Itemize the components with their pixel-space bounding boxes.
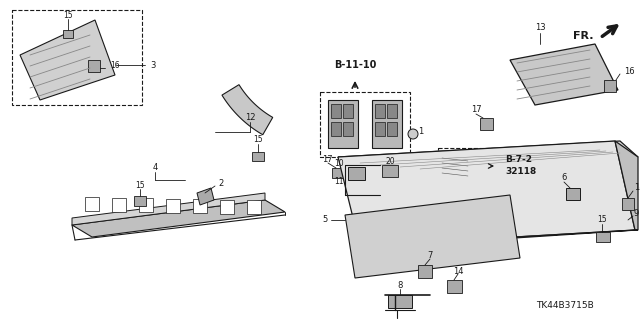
Polygon shape [604,80,616,92]
Polygon shape [343,104,353,118]
Polygon shape [510,44,618,105]
Text: 14: 14 [452,266,463,276]
Polygon shape [566,188,580,200]
Polygon shape [338,141,635,246]
Polygon shape [345,195,520,278]
Polygon shape [387,122,397,136]
Text: 15: 15 [597,216,607,225]
Text: 12: 12 [244,114,255,122]
Polygon shape [332,168,344,178]
Polygon shape [134,196,146,206]
Text: 13: 13 [534,24,545,33]
Bar [12,10,142,105]
Polygon shape [388,295,412,308]
Polygon shape [447,280,462,293]
Polygon shape [20,20,115,100]
Text: B-7-2: B-7-2 [505,155,532,165]
Circle shape [408,129,418,139]
Text: 18: 18 [634,183,640,192]
Polygon shape [622,198,634,210]
Text: 8: 8 [397,280,403,290]
Polygon shape [372,100,402,148]
Polygon shape [480,118,493,130]
Polygon shape [112,197,126,211]
Text: 3: 3 [150,61,156,70]
Text: 2: 2 [218,179,223,188]
Polygon shape [596,232,610,242]
Polygon shape [387,104,397,118]
Text: 17: 17 [322,155,333,165]
Polygon shape [418,265,432,278]
Polygon shape [220,199,234,213]
Polygon shape [252,152,264,161]
Text: 15: 15 [253,136,263,145]
Text: 4: 4 [152,164,157,173]
Text: 20: 20 [385,158,395,167]
Polygon shape [193,199,207,213]
Polygon shape [222,85,273,135]
Text: 17: 17 [470,106,481,115]
Polygon shape [375,122,385,136]
Polygon shape [331,104,341,118]
Text: 32118: 32118 [505,167,536,175]
Polygon shape [343,122,353,136]
Polygon shape [382,165,398,177]
Bar [320,92,410,157]
Text: B-11-10: B-11-10 [334,60,376,70]
Polygon shape [197,188,214,205]
Text: 16: 16 [110,61,120,70]
Polygon shape [72,200,285,237]
Text: 7: 7 [428,250,433,259]
Text: 15: 15 [63,11,73,19]
Polygon shape [442,155,468,178]
Polygon shape [247,200,261,214]
Polygon shape [72,193,265,225]
Text: 11: 11 [335,177,344,187]
Text: 16: 16 [624,68,635,77]
Text: 10: 10 [334,160,344,168]
Text: FR.: FR. [573,31,593,41]
Polygon shape [63,30,73,38]
Polygon shape [139,198,153,212]
Polygon shape [88,60,100,72]
Text: 15: 15 [135,181,145,189]
Polygon shape [375,104,385,118]
Text: 5: 5 [323,216,328,225]
Polygon shape [615,141,638,230]
Polygon shape [166,198,180,212]
Polygon shape [331,122,341,136]
Polygon shape [328,100,358,148]
Polygon shape [338,141,638,173]
Polygon shape [85,197,99,211]
Bar [438,148,510,186]
Text: 9: 9 [634,209,639,218]
Polygon shape [348,167,365,180]
Polygon shape [360,230,638,248]
Text: 1: 1 [418,128,423,137]
Text: TK44B3715B: TK44B3715B [536,301,594,310]
Text: 6: 6 [561,174,566,182]
